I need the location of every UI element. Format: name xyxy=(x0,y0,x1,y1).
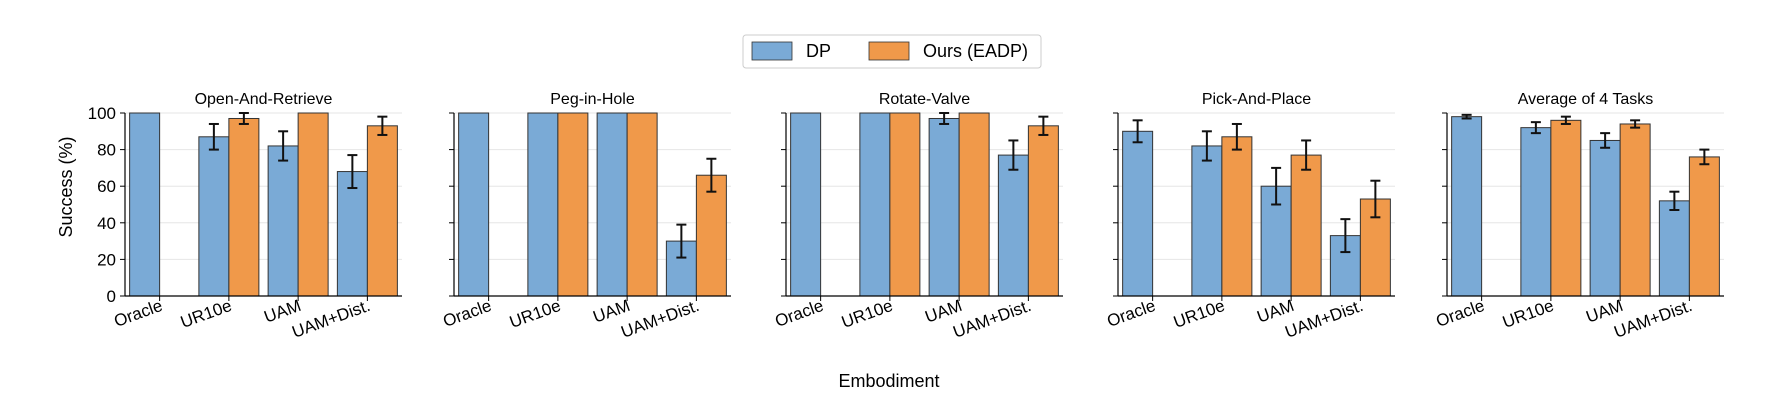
x-tick-label: UR10e xyxy=(1500,296,1556,332)
x-tick-label: UR10e xyxy=(839,296,895,332)
bar-dp xyxy=(790,112,822,297)
bar-ours xyxy=(228,117,260,297)
y-tick-label: 40 xyxy=(97,214,116,233)
x-tick-label: UR10e xyxy=(507,296,563,332)
y-tick-label: 100 xyxy=(88,104,116,123)
y-axis-label: Success (%) xyxy=(56,136,76,237)
chart-panel: Oracle UR10e UAMUAM+Dist.020406080100Open-… xyxy=(88,91,402,342)
bar-ours xyxy=(1550,119,1582,297)
y-tick-label: 0 xyxy=(107,287,116,306)
bar-dp xyxy=(1122,130,1154,297)
bar-dp xyxy=(267,145,299,297)
bar-dp xyxy=(458,112,490,297)
legend: DP Ours (EADP) xyxy=(742,34,1042,69)
bar-ours xyxy=(297,112,329,297)
bar-ours xyxy=(1221,136,1253,297)
panels: Oracle UR10e UAMUAM+Dist.020406080100Open-… xyxy=(88,91,1724,342)
bar-dp xyxy=(1520,127,1552,297)
bar-dp xyxy=(596,112,628,297)
bar-dp xyxy=(527,112,559,297)
legend-label-ours: Ours (EADP) xyxy=(923,41,1028,61)
x-tick-label: UAM+Dist. xyxy=(950,296,1033,342)
x-tick-label: UAM+Dist. xyxy=(1282,296,1365,342)
x-tick-label: Oracle xyxy=(440,296,494,331)
panel-title: Open-And-Retrieve xyxy=(195,91,333,108)
bar-dp xyxy=(1451,116,1483,297)
panel-title: Average of 4 Tasks xyxy=(1518,91,1654,108)
legend-swatch-ours xyxy=(868,41,910,61)
legend-label-dp: DP xyxy=(806,41,831,61)
bar-ours xyxy=(958,112,990,297)
x-tick-label: Oracle xyxy=(772,296,826,331)
bar-dp xyxy=(198,136,230,297)
bar-dp xyxy=(997,154,1029,297)
y-tick-label: 80 xyxy=(97,141,116,160)
x-tick-label: Oracle xyxy=(1433,296,1487,331)
bar-dp xyxy=(336,171,368,297)
bar-ours xyxy=(1027,125,1059,297)
x-tick-label: Oracle xyxy=(1104,296,1158,331)
bar-dp xyxy=(129,112,161,297)
bar-dp xyxy=(1589,139,1621,297)
y-tick-label: 60 xyxy=(97,177,116,196)
x-tick-label: UAM+Dist. xyxy=(289,296,372,342)
bar-dp xyxy=(928,117,960,297)
y-tick-label: 20 xyxy=(97,250,116,269)
bar-dp xyxy=(859,112,891,297)
legend-swatch-dp xyxy=(751,41,793,61)
bar-ours xyxy=(1290,154,1322,297)
bar-ours xyxy=(366,125,398,297)
x-tick-label: UAM+Dist. xyxy=(618,296,701,342)
panel-title: Peg-in-Hole xyxy=(550,91,635,108)
bar-ours xyxy=(1688,156,1720,297)
x-tick-label: UR10e xyxy=(1171,296,1227,332)
panel-title: Rotate-Valve xyxy=(879,91,970,108)
bar-ours xyxy=(695,174,727,297)
x-axis-label: Embodiment xyxy=(838,371,939,391)
x-tick-label: Oracle xyxy=(111,296,165,331)
bar-ours xyxy=(557,112,589,297)
x-tick-label: UR10e xyxy=(178,296,234,332)
panel-title: Pick-And-Place xyxy=(1202,91,1311,108)
bar-dp xyxy=(1191,145,1223,297)
bar-dp xyxy=(1658,200,1690,297)
bar-ours xyxy=(626,112,658,297)
bar-ours xyxy=(1619,123,1651,297)
x-tick-label: UAM+Dist. xyxy=(1611,296,1694,342)
bar-ours xyxy=(889,112,921,297)
